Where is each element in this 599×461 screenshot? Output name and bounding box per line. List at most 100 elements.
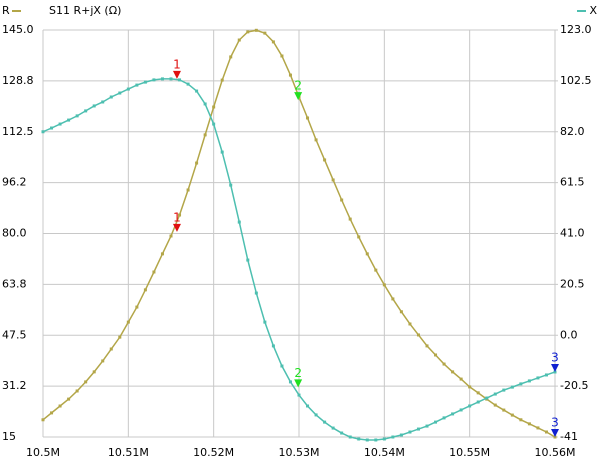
data-point [126, 87, 130, 91]
data-point [92, 370, 96, 374]
data-point [178, 78, 182, 82]
marker-label: 1 [173, 57, 181, 71]
data-point [41, 418, 45, 422]
data-point [348, 217, 352, 221]
data-point [101, 100, 105, 104]
data-point [399, 433, 403, 437]
x-tick-label: 10.51M [108, 446, 149, 459]
x-tick-label: 10.56M [535, 446, 576, 459]
data-point [263, 31, 267, 35]
data-point [169, 234, 173, 238]
y-tick-label: 80.0 [2, 227, 27, 240]
data-point [195, 161, 199, 165]
data-point [229, 183, 233, 187]
data-point [84, 109, 88, 113]
data-point [374, 268, 378, 272]
data-point [399, 310, 403, 314]
data-point [323, 420, 327, 424]
data-point [468, 404, 472, 408]
data-point [220, 150, 224, 154]
data-point [50, 411, 54, 415]
x-tick-label: 10.54M [364, 446, 405, 459]
data-point [382, 437, 386, 441]
data-point [493, 392, 497, 396]
data-point [169, 77, 173, 81]
data-point [476, 391, 480, 395]
data-point [357, 437, 361, 441]
data-point [237, 38, 241, 42]
data-point [143, 80, 147, 84]
data-point [152, 78, 156, 82]
data-point [135, 83, 139, 87]
data-point [271, 344, 275, 348]
data-point [425, 424, 429, 428]
data-point [306, 116, 310, 120]
y-tick-label: 112.5 [2, 125, 34, 138]
y2-tick-label: 41.0 [560, 227, 585, 240]
y2-tick-label: 82.0 [560, 125, 585, 138]
data-point [229, 55, 233, 59]
x-tick-label: 10.5M [26, 446, 60, 459]
data-point [109, 347, 113, 351]
data-point [75, 389, 79, 393]
data-point [50, 126, 54, 130]
legend-label: X [589, 4, 597, 17]
data-point [468, 385, 472, 389]
data-point [254, 28, 258, 32]
y2-tick-label: 0.0 [560, 328, 578, 341]
data-point [246, 30, 250, 34]
data-point [527, 422, 531, 426]
data-point [365, 438, 369, 442]
data-point [527, 379, 531, 383]
data-point [254, 291, 258, 295]
y-tick-label: 31.2 [2, 379, 27, 392]
data-point [178, 213, 182, 217]
data-point [67, 397, 71, 401]
data-point [280, 364, 284, 368]
y-tick-label: 145.0 [2, 23, 34, 36]
data-point [203, 133, 207, 137]
data-point [434, 420, 438, 424]
data-point [212, 105, 216, 109]
data-point [519, 418, 523, 422]
data-point [340, 431, 344, 435]
data-point [519, 382, 523, 386]
data-point [442, 362, 446, 366]
data-point [152, 270, 156, 274]
data-point [348, 435, 352, 439]
data-point [434, 353, 438, 357]
data-point [58, 404, 62, 408]
data-point [314, 413, 318, 417]
data-point [502, 408, 506, 412]
y2-tick-label: 102.5 [560, 74, 592, 87]
marker-label: 3 [551, 416, 559, 430]
marker [172, 70, 181, 79]
data-point [323, 158, 327, 162]
y2-tick-label: 123.0 [560, 23, 592, 36]
y-tick-label: 15 [2, 430, 16, 443]
y-tick-label: 63.8 [2, 277, 27, 290]
data-point [340, 198, 344, 202]
data-point [288, 380, 292, 384]
marker-label: 3 [551, 350, 559, 364]
data-point [118, 335, 122, 339]
data-point [544, 373, 548, 377]
data-point [135, 305, 139, 309]
data-point [75, 114, 79, 118]
data-point [109, 95, 113, 99]
x-tick-label: 10.52M [193, 446, 234, 459]
data-point [391, 435, 395, 439]
data-point [126, 320, 130, 324]
data-point [263, 320, 267, 324]
data-point [536, 426, 540, 430]
data-point [374, 438, 378, 442]
data-point [186, 188, 190, 192]
data-point [451, 370, 455, 374]
data-point [67, 118, 71, 122]
data-point [502, 388, 506, 392]
data-point [459, 377, 463, 381]
data-point [41, 130, 45, 134]
data-point [408, 322, 412, 326]
data-point [365, 252, 369, 256]
